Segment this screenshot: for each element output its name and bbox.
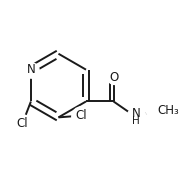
Text: CH₃: CH₃ [157,104,179,117]
Text: O: O [109,71,118,84]
Text: Cl: Cl [17,117,28,130]
Text: N: N [132,107,140,120]
Text: N: N [26,63,35,76]
Text: H: H [132,116,140,126]
Text: Cl: Cl [75,109,87,122]
